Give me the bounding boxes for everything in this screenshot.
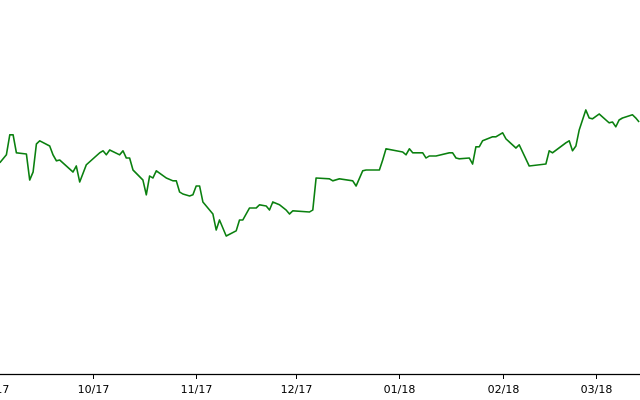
x-tick-label: 01/18 <box>384 383 416 396</box>
plot-area <box>0 109 640 237</box>
x-tick-label: 12/17 <box>281 383 313 396</box>
x-tick-label: 11/17 <box>181 383 213 396</box>
x-tick-label: 09/17 <box>0 383 9 396</box>
x-tick-label: 10/17 <box>78 383 110 396</box>
x-tick-label: 02/18 <box>488 383 520 396</box>
x-axis-ticks: 09/17 10/17 11/17 12/17 01/18 02/18 03/18 <box>0 375 612 396</box>
x-tick-label: 03/18 <box>581 383 613 396</box>
series-line <box>0 109 640 237</box>
